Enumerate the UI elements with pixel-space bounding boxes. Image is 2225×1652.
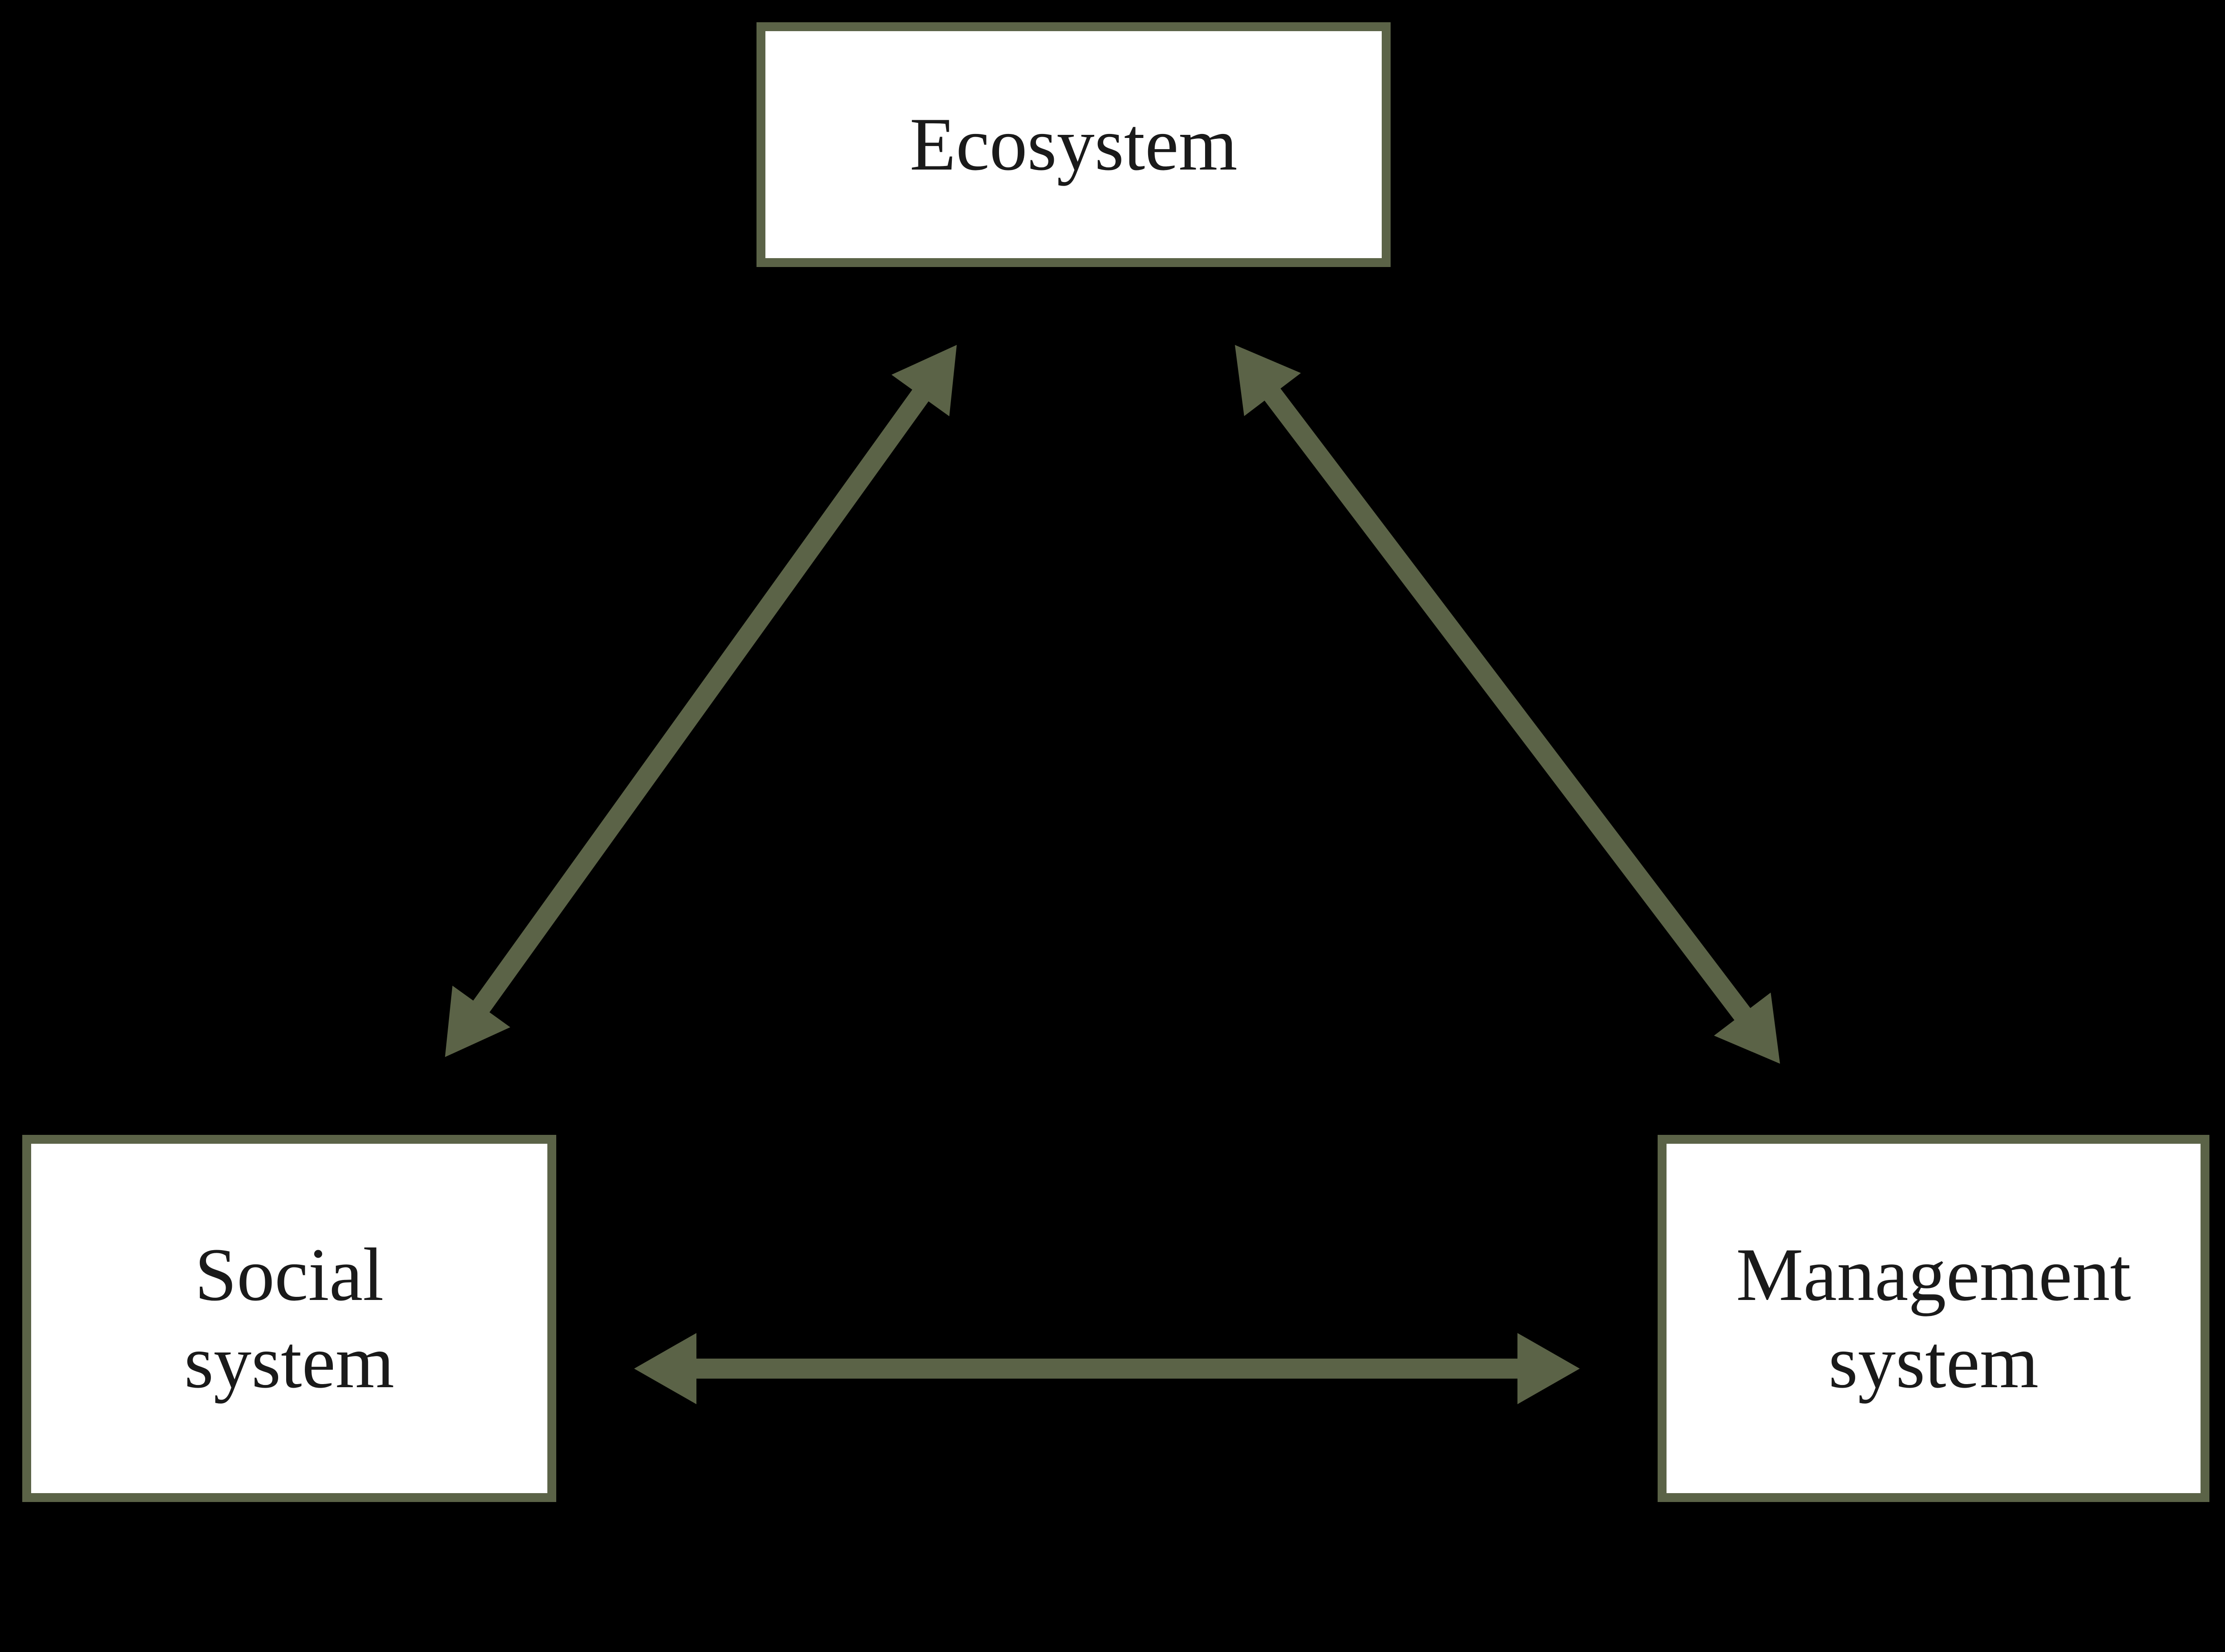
arrowhead-icon — [634, 1333, 696, 1404]
node-ecosystem: Ecosystem — [756, 22, 1391, 267]
edge-line — [1258, 375, 1757, 1034]
node-label: Social system — [184, 1231, 394, 1405]
node-label: Ecosystem — [910, 101, 1238, 188]
node-management: Management system — [1658, 1135, 2209, 1502]
node-label: Management system — [1736, 1231, 2131, 1405]
edge-line — [467, 375, 935, 1027]
arrowhead-icon — [1517, 1333, 1580, 1404]
diagram-canvas: Ecosystem Social system Management system — [0, 0, 2225, 1528]
node-social: Social system — [22, 1135, 556, 1502]
